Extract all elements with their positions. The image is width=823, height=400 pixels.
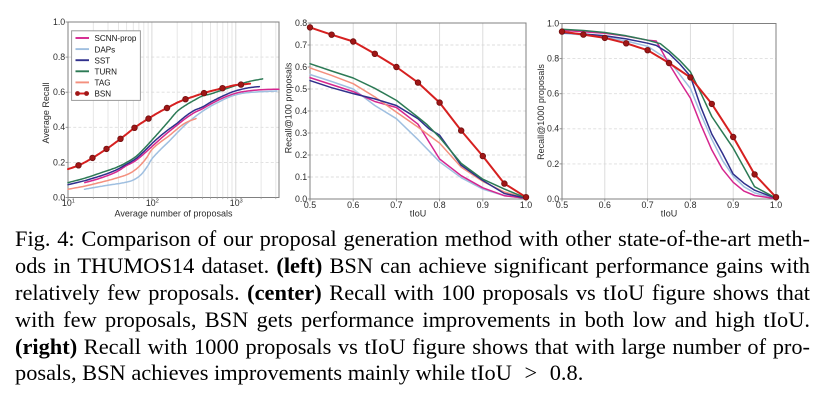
svg-text:DAPs: DAPs bbox=[95, 45, 116, 54]
svg-text:SST: SST bbox=[95, 56, 111, 65]
svg-text:0.8: 0.8 bbox=[295, 18, 307, 28]
svg-text:Average number of proposals: Average number of proposals bbox=[115, 208, 233, 218]
svg-text:Recall@100 proposals: Recall@100 proposals bbox=[284, 62, 294, 153]
svg-text:0.3: 0.3 bbox=[295, 128, 307, 138]
svg-text:0.2: 0.2 bbox=[53, 157, 65, 167]
svg-text:1.0: 1.0 bbox=[520, 200, 532, 210]
svg-text:tIoU: tIoU bbox=[410, 208, 427, 218]
svg-text:BSN: BSN bbox=[95, 90, 112, 99]
svg-text:0.7: 0.7 bbox=[390, 200, 402, 210]
svg-text:10: 10 bbox=[62, 198, 72, 208]
svg-text:0.4: 0.4 bbox=[547, 124, 559, 134]
svg-text:0.0: 0.0 bbox=[295, 194, 307, 204]
svg-text:tIoU: tIoU bbox=[661, 208, 678, 218]
svg-text:1.0: 1.0 bbox=[547, 18, 559, 28]
svg-text:1.0: 1.0 bbox=[53, 17, 65, 27]
svg-text:10: 10 bbox=[146, 198, 156, 208]
svg-text:0.1: 0.1 bbox=[295, 172, 307, 182]
svg-text:SCNN-prop: SCNN-prop bbox=[95, 34, 137, 43]
svg-text:0.6: 0.6 bbox=[547, 89, 559, 99]
svg-text:0.2: 0.2 bbox=[295, 150, 307, 160]
svg-text:TAG: TAG bbox=[95, 79, 111, 88]
svg-text:0.9: 0.9 bbox=[477, 200, 489, 210]
svg-text:TURN: TURN bbox=[95, 68, 118, 77]
svg-text:1.0: 1.0 bbox=[770, 200, 782, 210]
svg-text:0.7: 0.7 bbox=[295, 40, 307, 50]
svg-text:0.5: 0.5 bbox=[295, 84, 307, 94]
svg-text:0.0: 0.0 bbox=[53, 192, 65, 202]
svg-text:0.8: 0.8 bbox=[53, 52, 65, 62]
svg-text:0.7: 0.7 bbox=[641, 200, 653, 210]
svg-text:1: 1 bbox=[72, 199, 75, 205]
svg-text:0.9: 0.9 bbox=[727, 200, 739, 210]
svg-text:10: 10 bbox=[230, 198, 240, 208]
svg-text:0.6: 0.6 bbox=[347, 200, 359, 210]
svg-text:Average Recall: Average Recall bbox=[41, 83, 51, 144]
svg-text:0.2: 0.2 bbox=[547, 159, 559, 169]
svg-text:0.8: 0.8 bbox=[547, 54, 559, 64]
svg-text:0.6: 0.6 bbox=[53, 87, 65, 97]
svg-text:Recall@1000 proposals: Recall@1000 proposals bbox=[536, 64, 546, 160]
svg-text:0.5: 0.5 bbox=[556, 200, 568, 210]
svg-text:0.8: 0.8 bbox=[684, 200, 696, 210]
svg-text:2: 2 bbox=[156, 199, 159, 205]
svg-text:0.4: 0.4 bbox=[295, 106, 307, 116]
svg-text:3: 3 bbox=[240, 199, 243, 205]
svg-text:0.8: 0.8 bbox=[433, 200, 445, 210]
svg-text:0.5: 0.5 bbox=[304, 200, 316, 210]
svg-text:0.0: 0.0 bbox=[547, 194, 559, 204]
svg-text:0.4: 0.4 bbox=[53, 122, 65, 132]
svg-text:0.6: 0.6 bbox=[295, 62, 307, 72]
svg-text:0.6: 0.6 bbox=[599, 200, 611, 210]
